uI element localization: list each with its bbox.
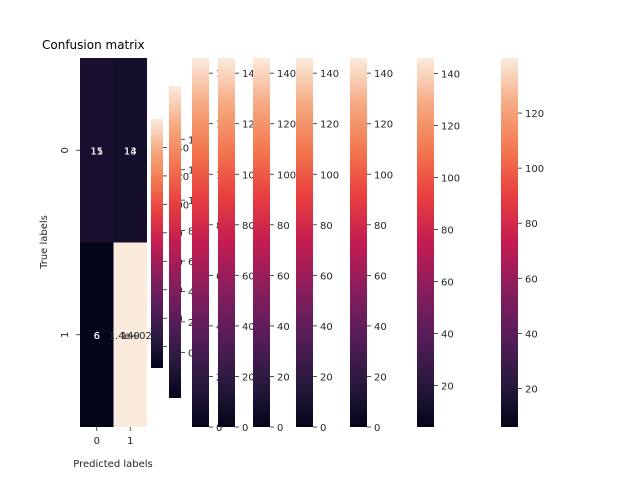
cell-annotation: 1.4e+02 xyxy=(109,331,152,342)
colorbar-tick-label: 60 xyxy=(242,271,255,282)
colorbar: 0 20 40 60 80 100 120 140 xyxy=(350,58,393,434)
cell-annotation: 11 xyxy=(90,146,103,157)
heatmap-cell xyxy=(113,58,147,243)
colorbar-tick-label: 40 xyxy=(374,322,387,333)
colorbar-tick-label: 40 xyxy=(277,322,290,333)
colorbar-tick-label: 80 xyxy=(441,226,454,237)
colorbar-gradient xyxy=(417,58,434,427)
colorbar-tick-label: 120 xyxy=(242,120,261,131)
chart-title: Confusion matrix xyxy=(42,38,145,52)
colorbar: 0 20 40 60 80 100 120 140 xyxy=(296,58,339,434)
colorbar-tick-label: 100 xyxy=(441,174,460,185)
colorbar-tick-label: 120 xyxy=(277,120,296,131)
colorbar-tick-label: 20 xyxy=(374,372,387,383)
colorbar-gradient xyxy=(169,86,181,398)
y-tick-label: 1 xyxy=(60,332,71,338)
colorbar: 20 40 60 80 100 120 xyxy=(501,58,544,427)
colorbar-tick-label: 0 xyxy=(374,423,380,434)
colorbar-gradient xyxy=(151,119,163,368)
colorbar-tick-label: 80 xyxy=(277,221,290,232)
colorbar-gradient xyxy=(253,58,270,427)
colorbar-gradient xyxy=(192,58,209,427)
colorbar-tick-label: 60 xyxy=(441,277,454,288)
heatmap-cell xyxy=(80,58,114,243)
colorbar-tick-label: 0 xyxy=(277,423,283,434)
colorbar-tick-label: 100 xyxy=(320,170,339,181)
colorbar-tick-label: 40 xyxy=(320,322,333,333)
colorbar-tick-label: 40 xyxy=(441,329,454,340)
colorbar-tick-label: 140 xyxy=(277,69,296,80)
colorbar-gradient xyxy=(501,58,518,427)
colorbar-tick-label: 100 xyxy=(277,170,296,181)
colorbar-tick-label: 80 xyxy=(525,219,538,230)
colorbar-gradient xyxy=(350,58,367,427)
colorbar-tick-label: 80 xyxy=(320,221,333,232)
colorbar: 0 20 40 60 80 100 120 140 xyxy=(218,58,261,434)
cell-value: 15 xyxy=(90,146,103,157)
cell-value: 14 xyxy=(124,146,137,157)
y-axis-label: True labels xyxy=(39,215,50,270)
colorbar-tick-label: 80 xyxy=(374,221,387,232)
colorbar-gradient xyxy=(218,58,235,427)
colorbar-tick-label: 60 xyxy=(320,271,333,282)
colorbar-tick-label: 0 xyxy=(188,348,194,359)
colorbar-tick-label: 100 xyxy=(525,164,544,175)
colorbar: 0 20 40 60 80 100 120 140 xyxy=(253,58,296,434)
colorbar-tick-label: 60 xyxy=(277,271,290,282)
colorbar-tick-label: 0 xyxy=(320,423,326,434)
colorbar-tick-label: 80 xyxy=(242,221,255,232)
colorbar-tick-label: 20 xyxy=(320,372,333,383)
cell-value: 140 xyxy=(121,331,140,342)
colorbar-tick-label: 0 xyxy=(216,423,222,434)
colorbar-tick-label: 0 xyxy=(242,423,248,434)
colorbar-tick-label: 20 xyxy=(525,384,538,395)
x-axis-label: Predicted labels xyxy=(73,459,153,470)
cell-value: 6 xyxy=(94,331,100,342)
x-tick-label: 1 xyxy=(127,436,133,447)
colorbar-tick-label: 140 xyxy=(242,69,261,80)
colorbar-gradient xyxy=(296,58,313,427)
colorbar-tick-label: 140 xyxy=(320,69,339,80)
colorbar-tick-label: 100 xyxy=(242,170,261,181)
colorbar-tick-label: 60 xyxy=(525,274,538,285)
colorbar-tick-label: 120 xyxy=(320,120,339,131)
colorbars: 0 20 40 60 80 100 120 140 0 20 40 60 80 100 120 140 0 20 4… xyxy=(151,58,544,434)
y-tick-label: 0 xyxy=(60,147,71,153)
colorbar-tick-label: 40 xyxy=(242,322,255,333)
colorbar: 20 40 60 80 100 120 140 xyxy=(417,58,460,427)
colorbar-tick-label: 20 xyxy=(441,381,454,392)
colorbar-tick-label: 140 xyxy=(441,70,460,81)
colorbar-tick-label: 120 xyxy=(441,122,460,133)
colorbar-tick-label: 20 xyxy=(242,372,255,383)
colorbar-tick-label: 40 xyxy=(525,329,538,340)
colorbar-tick-label: 20 xyxy=(277,372,290,383)
colorbar-tick-label: 100 xyxy=(374,170,393,181)
cell-annotation: 13 xyxy=(124,146,137,157)
heatmap-cell xyxy=(80,242,114,427)
colorbar-tick-label: 120 xyxy=(525,109,544,120)
colorbar-tick-label: 140 xyxy=(374,69,393,80)
heatmap-cell xyxy=(113,242,147,427)
colorbar-tick-label: 60 xyxy=(374,271,387,282)
x-tick-label: 0 xyxy=(94,436,100,447)
colorbar-tick-label: 120 xyxy=(374,120,393,131)
cell-annotation: 6 xyxy=(94,331,100,342)
